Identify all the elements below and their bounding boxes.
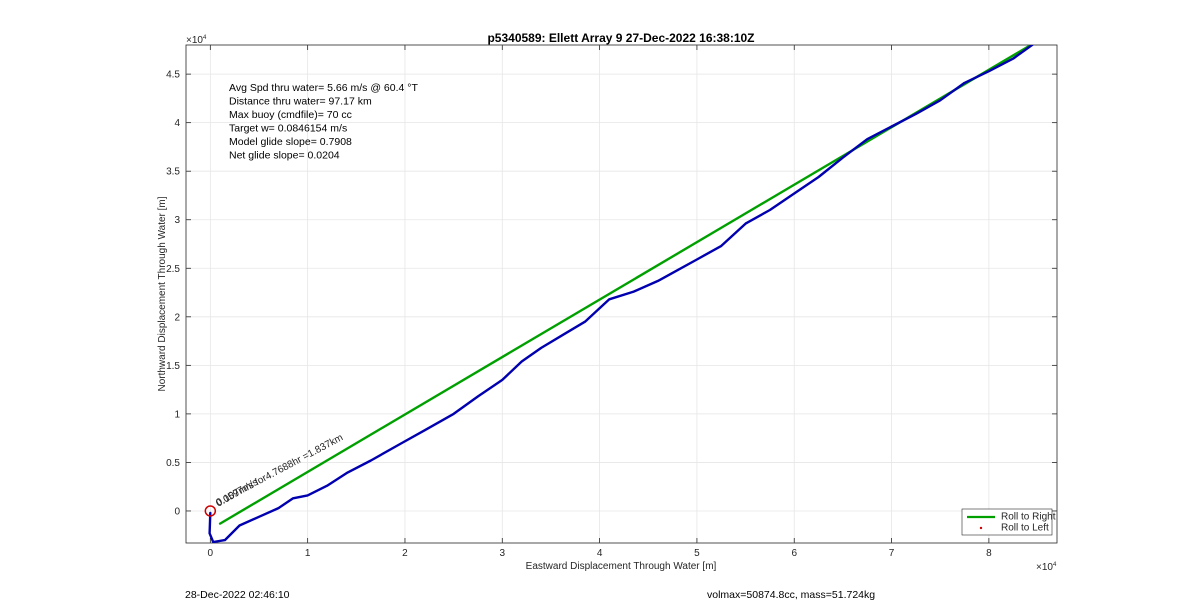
y-tick-label: 2.5 [166,264,180,275]
grid-lines [186,45,1057,543]
y-tick-label: 4 [174,118,180,129]
y-tick-label: 3.5 [166,167,180,178]
y-axis-exponent: ×104 [186,35,207,46]
x-tick-label: 4 [597,548,603,559]
stats-line: Target w= 0.0846154 m/s [229,123,347,135]
stats-line: Model glide slope= 0.7908 [229,136,352,148]
x-tick-label: 3 [500,548,506,559]
legend-entry: Roll to Right [1001,512,1056,523]
plot-area [185,44,1058,544]
y-tick-label: 2 [174,312,180,323]
y-tick-label: 3 [174,215,180,226]
y-exponent-base: ×10 [186,35,203,46]
chart-title: p5340589: Ellett Array 9 27-Dec-2022 16:… [487,31,754,45]
y-axis-label: Northward Displacement Through Water [m] [157,196,168,391]
footer-vol-mass: volmax=50874.8cc, mass=51.724kg [707,589,876,601]
stats-annotations: Avg Spd thru water= 5.66 m/s @ 60.4 °T Di… [229,82,418,162]
legend-marker-left [979,526,983,530]
x-axis-label: Eastward Displacement Through Water [m] [526,561,717,572]
x-tick-label: 2 [402,548,408,559]
x-tick-label: 5 [694,548,700,559]
stats-line: Net glide slope= 0.0204 [229,150,340,162]
y-tick-label: 1.5 [166,361,180,372]
y-tick-label: 4.5 [166,70,180,81]
legend-entry: Roll to Left [1001,523,1049,534]
series-line-1 [208,45,1035,543]
x-exponent-power: 4 [1053,562,1057,568]
footer-timestamp: 28-Dec-2022 02:46:10 [185,589,290,601]
y-tick-label: 1 [174,409,180,420]
y-tick-label: 0 [174,506,180,517]
stats-line: Distance thru water= 97.17 km [229,96,372,108]
x-tick-label: 7 [889,548,895,559]
start-marker [204,505,217,517]
stats-line: Avg Spd thru water= 5.66 m/s @ 60.4 °T [229,82,418,94]
x-axis-exponent: ×104 [1036,562,1057,573]
axis-ticks: 0 1 2 3 4 5 6 7 8 0 0.5 1 1.5 2 2.5 3 3.5 4 4.5 [166,45,1057,559]
x-tick-label: 8 [986,548,992,559]
y-tick-label: 0.5 [166,458,180,469]
x-tick-label: 6 [791,548,797,559]
x-tick-label: 1 [305,548,311,559]
legend-box [961,508,1053,536]
x-tick-label: 0 [208,548,214,559]
stats-line: Max buoy (cmdfile)= 70 cc [229,109,352,121]
x-exponent-base: ×10 [1036,562,1053,573]
y-exponent-power: 4 [203,35,207,41]
